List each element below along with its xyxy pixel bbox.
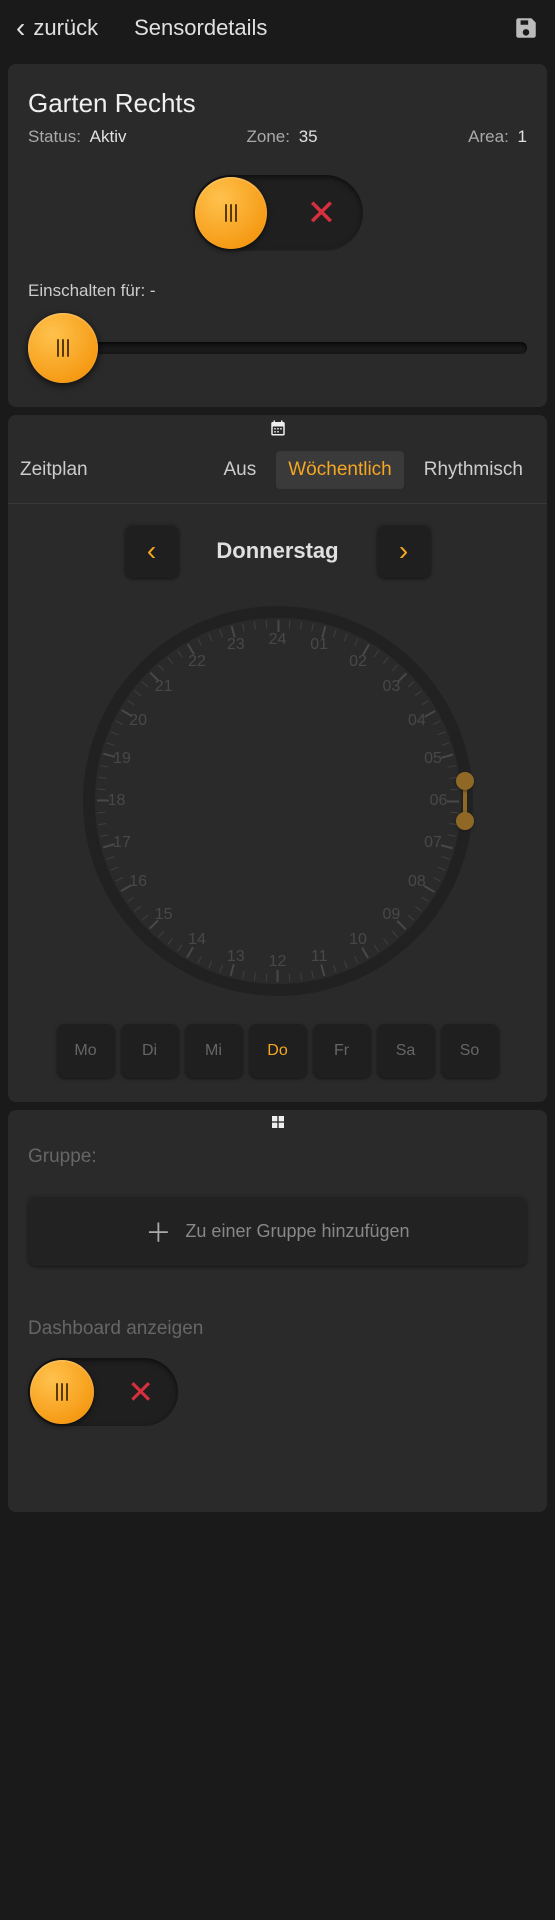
day-button-do[interactable]: Do — [249, 1024, 307, 1078]
hour-label: 01 — [310, 636, 328, 654]
current-day: Donnerstag — [203, 538, 353, 564]
day-button-fr[interactable]: Fr — [313, 1024, 371, 1078]
group-tab-notch — [238, 1110, 318, 1150]
calendar-tab-notch — [238, 415, 318, 455]
hour-label: 22 — [188, 653, 206, 671]
hour-label: 11 — [311, 948, 328, 966]
hour-label: 08 — [408, 873, 426, 891]
hour-label: 10 — [349, 931, 367, 949]
hour-label: 05 — [424, 750, 442, 768]
turnon-label: Einschalten für: - — [28, 281, 527, 301]
plus-icon: ＋ — [145, 1213, 171, 1250]
header: ‹ zurück Sensordetails — [0, 0, 555, 56]
tab-weekly[interactable]: Wöchentlich — [276, 451, 404, 489]
hour-label: 04 — [408, 712, 426, 730]
day-nav: ‹ Donnerstag › — [8, 524, 547, 578]
grid-icon — [270, 1114, 286, 1135]
hour-label: 18 — [108, 792, 126, 810]
x-icon: ✕ — [306, 192, 336, 234]
status-item: Status: Aktiv — [28, 127, 127, 147]
tab-rhythmic[interactable]: Rhythmisch — [412, 451, 535, 489]
duration-slider[interactable] — [28, 313, 527, 383]
save-button[interactable] — [513, 15, 539, 41]
hour-label: 13 — [227, 948, 245, 966]
hour-label: 12 — [269, 953, 287, 971]
back-label: zurück — [33, 15, 98, 41]
back-button[interactable]: ‹ zurück — [16, 14, 98, 42]
day-button-mi[interactable]: Mi — [185, 1024, 243, 1078]
day-button-sa[interactable]: Sa — [377, 1024, 435, 1078]
prev-day-button[interactable]: ‹ — [125, 524, 179, 578]
area-item: Area: 1 — [468, 127, 527, 147]
chevron-left-icon: ‹ — [16, 14, 25, 42]
day-button-so[interactable]: So — [441, 1024, 499, 1078]
next-day-button[interactable]: › — [377, 524, 431, 578]
hour-label: 23 — [227, 636, 245, 654]
days-row: MoDiMiDoFrSaSo — [8, 1024, 547, 1078]
status-row: Status: Aktiv Zone: 35 Area: 1 — [28, 127, 527, 147]
hour-label: 02 — [349, 653, 367, 671]
schedule-card: Zeitplan Aus Wöchentlich Rhythmisch ‹ Do… — [8, 415, 547, 1102]
dashboard-label: Dashboard anzeigen — [28, 1318, 527, 1340]
tab-section-label: Zeitplan — [20, 459, 106, 481]
hour-label: 17 — [113, 834, 131, 852]
page-title: Sensordetails — [134, 15, 267, 41]
toggle-knob — [30, 1360, 94, 1424]
hour-label: 16 — [129, 873, 147, 891]
day-button-di[interactable]: Di — [121, 1024, 179, 1078]
hour-label: 06 — [430, 792, 448, 810]
time-handle[interactable] — [456, 772, 474, 790]
x-icon: ✕ — [127, 1373, 154, 1411]
clock-dial[interactable]: 2401020304050607080910111213141516171819… — [8, 606, 547, 996]
calendar-icon — [269, 419, 287, 442]
tab-off[interactable]: Aus — [212, 451, 269, 489]
hour-label: 24 — [269, 631, 287, 649]
slider-knob[interactable] — [28, 313, 98, 383]
hour-label: 19 — [113, 750, 131, 768]
day-button-mo[interactable]: Mo — [57, 1024, 115, 1078]
group-card: Gruppe: ＋ Zu einer Gruppe hinzufügen Das… — [8, 1110, 547, 1512]
dashboard-toggle[interactable]: ✕ — [28, 1358, 178, 1426]
sensor-card: Garten Rechts Status: Aktiv Zone: 35 Are… — [8, 64, 547, 407]
hour-label: 07 — [424, 834, 442, 852]
slider-track — [58, 342, 527, 354]
time-handle[interactable] — [456, 812, 474, 830]
add-group-label: Zu einer Gruppe hinzufügen — [185, 1221, 409, 1242]
power-toggle[interactable]: ✕ — [193, 175, 363, 251]
sensor-name: Garten Rechts — [28, 88, 527, 119]
add-to-group-button[interactable]: ＋ Zu einer Gruppe hinzufügen — [28, 1196, 527, 1266]
zone-item: Zone: 35 — [247, 127, 318, 147]
toggle-knob — [195, 177, 267, 249]
